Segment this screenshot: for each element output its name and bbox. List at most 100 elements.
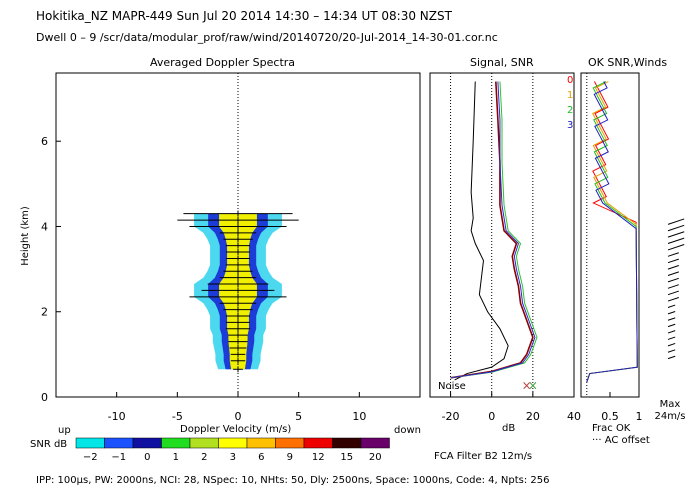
ok-xlabel: Frac OK (592, 423, 631, 434)
snr-color-scale: −2 −1 0 1 2 3 6 9 12 15 20 (75, 437, 390, 463)
wind-barb (667, 277, 679, 283)
marker-x-1: × (522, 378, 532, 392)
snr-swatch-8 (303, 437, 333, 449)
x-tick-label: 5 (295, 410, 302, 423)
ok-plot: 0.5 1 (586, 73, 643, 423)
signal-x-tick-label: 0 (488, 410, 495, 423)
snr-value-1: −1 (111, 452, 126, 463)
snr-swatch-1 (104, 437, 134, 449)
wind-barb (667, 271, 679, 276)
x-tick-label: 0 (235, 410, 242, 423)
wind-barb (667, 323, 676, 328)
spectra-up-label: up (58, 425, 71, 436)
wind-barb (667, 237, 685, 245)
header-line-2: Dwell 0 – 9 /scr/data/modular_prof/raw/w… (36, 31, 498, 44)
snr-swatch-0 (75, 437, 105, 449)
snr-swatch-7 (275, 437, 305, 449)
signal-xlabel: dB (502, 423, 516, 434)
spectra-title: Averaged Doppler Spectra (150, 56, 296, 69)
signal-x-tick-label: -20 (442, 410, 460, 423)
wind-barb (667, 336, 676, 340)
snr-swatch-4 (189, 437, 219, 449)
snr-value-5: 3 (230, 452, 236, 463)
wind-barb (667, 252, 679, 257)
snr-value-2: 0 (144, 452, 150, 463)
x-tick-label: -10 (108, 410, 126, 423)
wind-barb (667, 349, 676, 353)
snr-swatch-3 (161, 437, 191, 449)
wind-barb (667, 310, 676, 315)
snr-value-10: 20 (369, 452, 382, 463)
wind-barb (667, 304, 676, 308)
wind-barb (667, 330, 676, 334)
wind-barb (667, 231, 685, 238)
y-tick-label: 6 (41, 135, 48, 148)
noise-label: Noise (438, 381, 466, 392)
ok-series-beam-1 (586, 81, 638, 383)
header-line-1: Hokitika_NZ MAPR-449 Sun Jul 20 2014 14:… (36, 9, 452, 23)
wind-barb (667, 297, 679, 302)
snr-value-3: 1 (173, 452, 179, 463)
snr-swatch-9 (332, 437, 362, 449)
snr-value-4: 2 (201, 452, 207, 463)
spectra-xlabel: Doppler Velocity (m/s) (180, 424, 292, 435)
wind-barb (667, 265, 679, 270)
ac-offset-note: ··· AC offset (592, 435, 650, 447)
signal-series-blue (450, 81, 536, 379)
signal-x-tick-label: 40 (567, 410, 581, 423)
snr-value-6: 6 (258, 452, 264, 463)
ok-series-beam-0 (586, 81, 638, 383)
y-tick-label: 2 (41, 306, 48, 319)
ok-x-tick-label: 0.5 (601, 410, 619, 423)
signal-series-red (450, 81, 534, 379)
legend-beam-0: 0 (567, 75, 574, 86)
x-tick-label: 10 (352, 410, 366, 423)
x-tick-label: -5 (172, 410, 183, 423)
snr-swatch-2 (132, 437, 162, 449)
wind-barb (667, 244, 685, 251)
ok-x-tick-label: 1 (636, 410, 643, 423)
filter-label: FCA Filter B2 12m/s (434, 451, 533, 462)
wind-barb (667, 317, 676, 321)
wind-barb (667, 355, 676, 360)
ok-series-beam-3 (586, 81, 638, 383)
snr-value-7: 9 (287, 452, 293, 463)
ok-series-beam-2 (586, 81, 638, 383)
spectra-down-label: down (394, 425, 421, 436)
wind-barb (667, 218, 685, 225)
signal-series-black (454, 81, 509, 381)
snr-swatch-6 (246, 437, 276, 449)
legend-beam-3: 3 (567, 120, 574, 131)
wind-barb (667, 258, 679, 264)
signal-title: Signal, SNR (470, 56, 534, 69)
snr-swatch-5 (218, 437, 248, 449)
legend-beam-1: 1 (567, 90, 574, 101)
wind-barb (667, 342, 676, 347)
signal-x-tick-label: 20 (526, 410, 540, 423)
snr-value-9: 15 (340, 452, 353, 463)
footer-params: IPP: 100µs, PW: 2000ns, NCI: 28, NSpec: … (36, 475, 550, 486)
signal-series-green (450, 81, 538, 379)
wind-barb (667, 224, 685, 232)
marker-x-2: × (528, 378, 538, 392)
wind-barb (667, 290, 679, 296)
snr-value-8: 12 (312, 452, 325, 463)
snr-scale-label: SNR dB (30, 439, 68, 450)
signal-plot: -20 0 20 40×× (442, 73, 581, 423)
ok-plot-frame (580, 72, 640, 398)
spectra-ylabel: Height (km) (19, 206, 31, 266)
spectra-axes: -10 -5 0 5 10 0 2 4 6 (41, 73, 366, 423)
wind-barbs (667, 218, 685, 360)
snr-swatch-10 (360, 437, 390, 449)
legend-beam-2: 2 (567, 105, 574, 116)
y-tick-label: 4 (41, 220, 48, 233)
signal-plot-frame (429, 72, 575, 398)
ac-offset-dots: ··· (592, 435, 602, 446)
snr-value-0: −2 (83, 452, 98, 463)
wind-max-label: Max 24m/s (654, 399, 686, 422)
wind-barb (667, 284, 679, 289)
ac-offset-text: AC offset (604, 435, 650, 446)
ok-title: OK SNR,Winds (588, 56, 668, 69)
y-tick-label: 0 (41, 391, 48, 404)
